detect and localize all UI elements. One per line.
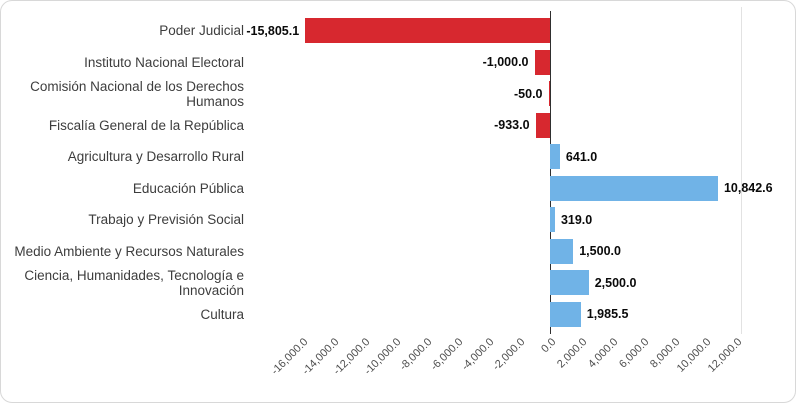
zero-axis-line [550,11,551,334]
bar-value-label: -933.0 [494,118,530,133]
bar-negative [305,18,550,44]
bar-value-label: 10,842.6 [723,181,773,196]
category-label: Cultura [200,306,244,322]
category-label: Medio Ambiente y Recursos Naturales [14,243,244,259]
bar-value-label: -1,000.0 [482,55,529,70]
bar-negative [535,112,550,138]
plot-right-border [741,7,742,334]
category-label: Fiscalía General de la República [48,117,244,133]
bar-value-label: -15,805.1 [246,23,300,38]
category-label: Ciencia, Humanidades, Tecnología e Innov… [24,267,244,298]
bar-value-label: 1,500.0 [579,244,621,259]
category-labels: Poder Judicial Instituto Nacional Elector… [1,15,244,330]
x-axis-ticks: -16,000.0 -14,000.0 -12,000.0 -10,000.0 -8,0… [1,336,795,402]
bar-value-label: 1,985.5 [586,307,629,322]
bar-positive [550,301,581,327]
category-label: Poder Judicial [159,23,244,39]
bar-positive [550,238,574,264]
bar-positive [550,270,589,296]
bar-value-label: 2,500.0 [594,275,637,290]
bar-positive [550,207,555,233]
bar-value-label: 319.0 [560,212,593,227]
bar-value-label: -50.0 [514,86,543,101]
bar-negative [548,81,550,107]
category-label: Comisión Nacional de los Derechos Humano… [30,78,244,109]
category-label: Trabajo y Previsión Social [88,212,244,228]
bar-positive [550,144,560,170]
bar-negative [534,49,550,75]
category-label: Agricultura y Desarrollo Rural [67,149,244,165]
category-label: Instituto Nacional Electoral [84,54,244,70]
bar-value-label: 641.0 [565,149,598,164]
category-label: Educación Pública [132,180,244,196]
plot-area: -15,805.1 -1,000.0 -50.0 -933.0 641.0 10,842.… [246,7,773,334]
bar-positive [550,175,718,201]
